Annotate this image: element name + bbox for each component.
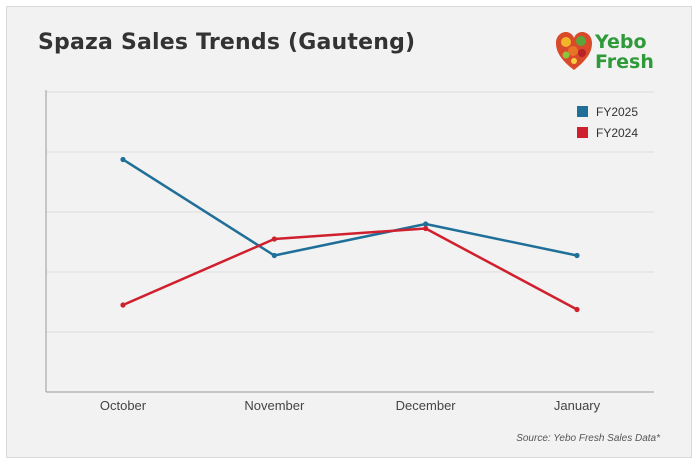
x-tick-label: November xyxy=(244,398,305,413)
chart-frame xyxy=(6,6,692,458)
data-point-fy2025 xyxy=(574,252,580,259)
chart-title: Spaza Sales Trends (Gauteng) xyxy=(38,30,416,55)
data-point-fy2024 xyxy=(271,236,277,242)
brand-logo: Yebo Fresh xyxy=(555,30,659,76)
legend-swatch-fy2025 xyxy=(577,106,588,117)
axes xyxy=(45,90,654,393)
series-line-fy2025 xyxy=(122,158,578,257)
data-point-fy2025 xyxy=(120,156,126,163)
x-tick-labels: October November December January xyxy=(100,398,601,413)
data-point-fy2024 xyxy=(574,306,580,313)
logo-text: Yebo Fresh xyxy=(595,32,654,72)
legend: FY2025 FY2024 xyxy=(577,105,638,140)
series-group xyxy=(120,156,580,313)
logo-line-2: Fresh xyxy=(595,51,654,73)
legend-label-fy2024: FY2024 xyxy=(596,126,638,140)
x-tick-label: January xyxy=(554,398,601,413)
data-point-fy2025 xyxy=(271,252,277,259)
x-tick-label: October xyxy=(100,398,147,413)
series-line-fy2024 xyxy=(122,227,578,311)
data-point-fy2024 xyxy=(120,302,126,308)
source-note: Source: Yebo Fresh Sales Data* xyxy=(516,433,660,444)
x-tick-label: December xyxy=(396,398,457,413)
legend-swatch-fy2024 xyxy=(577,127,588,138)
fruit-heart-icon xyxy=(556,32,592,70)
data-point-fy2025 xyxy=(423,221,429,227)
grid-lines xyxy=(46,91,654,333)
logo-line-1: Yebo xyxy=(595,31,647,53)
data-point-fy2024 xyxy=(423,225,429,232)
legend-label-fy2025: FY2025 xyxy=(596,105,638,119)
